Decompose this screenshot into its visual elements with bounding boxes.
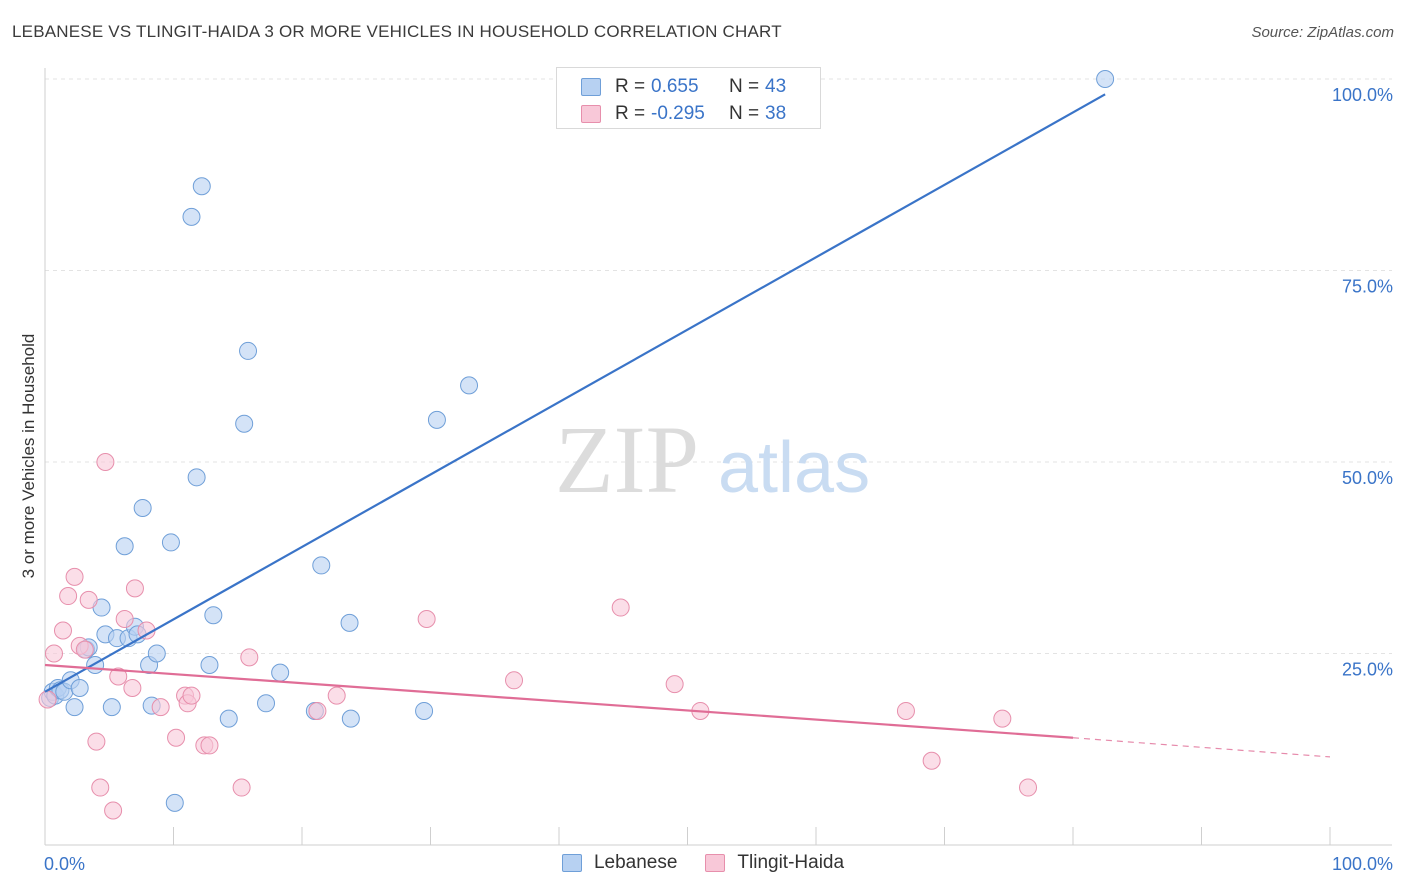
legend-row-lebanese: R = 0.655 N = 43 bbox=[581, 74, 786, 100]
data-point bbox=[165, 793, 184, 812]
data-point bbox=[257, 694, 276, 713]
data-point bbox=[232, 778, 251, 797]
data-point bbox=[611, 598, 630, 617]
data-point bbox=[341, 709, 360, 728]
data-point bbox=[44, 644, 63, 663]
source-label: Source: ZipAtlas.com bbox=[1251, 24, 1394, 41]
data-point bbox=[79, 590, 98, 609]
data-point bbox=[75, 640, 94, 659]
data-point bbox=[415, 701, 434, 720]
legend-r-value: -0.295 bbox=[651, 103, 705, 124]
series-legend: Lebanese Tlingit-Haida bbox=[0, 852, 1406, 874]
data-point bbox=[1019, 778, 1038, 797]
data-point bbox=[65, 698, 84, 717]
data-point bbox=[187, 468, 206, 487]
data-point bbox=[133, 498, 152, 517]
data-point bbox=[167, 728, 186, 747]
data-point bbox=[308, 701, 327, 720]
watermark-atlas: atlas bbox=[718, 428, 870, 508]
data-point bbox=[161, 533, 180, 552]
data-point bbox=[922, 751, 941, 770]
data-point bbox=[240, 648, 259, 667]
data-point bbox=[271, 663, 290, 682]
data-point bbox=[896, 701, 915, 720]
data-point bbox=[38, 690, 57, 709]
data-point bbox=[151, 698, 170, 717]
data-point bbox=[505, 671, 524, 690]
series-lebanese bbox=[41, 70, 1115, 812]
legend-n-value: 43 bbox=[765, 76, 787, 97]
data-point bbox=[312, 556, 331, 575]
data-point bbox=[200, 655, 219, 674]
data-point bbox=[109, 667, 128, 686]
chart-title: LEBANESE VS TLINGIT-HAIDA 3 OR MORE VEHI… bbox=[12, 22, 782, 41]
data-point bbox=[65, 567, 84, 586]
trend-lines bbox=[44, 93, 1331, 758]
data-point bbox=[460, 376, 479, 395]
legend-n-value: 38 bbox=[765, 103, 787, 124]
y-axis-label: 3 or more Vehicles in Household bbox=[19, 334, 38, 579]
legend-swatch-lebanese bbox=[581, 78, 601, 96]
series-tlingit-haida bbox=[38, 453, 1038, 820]
data-point bbox=[123, 678, 142, 697]
data-point bbox=[87, 732, 106, 751]
data-point bbox=[91, 778, 110, 797]
legend-r-label: R = bbox=[615, 76, 646, 97]
data-point bbox=[70, 678, 89, 697]
series-label-tlingit-haida: Tlingit-Haida bbox=[737, 852, 845, 873]
data-point bbox=[115, 610, 134, 629]
series-swatch-tlingit-haida bbox=[705, 854, 726, 872]
x-tick-label: 100.0% bbox=[1332, 854, 1393, 874]
legend-r-label: R = bbox=[615, 103, 646, 124]
data-point bbox=[125, 579, 144, 598]
data-point bbox=[115, 537, 134, 556]
y-tick-label: 75.0% bbox=[1342, 277, 1393, 297]
data-point bbox=[182, 207, 201, 226]
watermark: ZIP atlas bbox=[555, 406, 870, 513]
trend-line bbox=[44, 93, 1106, 693]
legend-n-label: N = bbox=[729, 76, 760, 97]
data-point bbox=[993, 709, 1012, 728]
legend-row-tlingit-haida: R = -0.295 N = 38 bbox=[581, 101, 786, 127]
data-point bbox=[427, 410, 446, 429]
data-point bbox=[340, 613, 359, 632]
legend-r-value: 0.655 bbox=[651, 76, 699, 97]
series-legend-lebanese[interactable]: Lebanese bbox=[561, 852, 678, 874]
data-point bbox=[204, 606, 223, 625]
data-point bbox=[192, 177, 211, 196]
data-point bbox=[1096, 70, 1115, 88]
data-point bbox=[104, 801, 123, 820]
data-point bbox=[239, 341, 258, 360]
trend-line-extension bbox=[1072, 737, 1331, 758]
legend-swatch-tlingit-haida bbox=[581, 105, 601, 123]
y-tick-label: 50.0% bbox=[1342, 468, 1393, 488]
series-legend-tlingit-haida[interactable]: Tlingit-Haida bbox=[705, 852, 844, 874]
y-tick-label: 100.0% bbox=[1332, 85, 1393, 105]
legend-n-label: N = bbox=[729, 103, 760, 124]
series-label-lebanese: Lebanese bbox=[593, 852, 678, 873]
x-tick-label: 0.0% bbox=[44, 854, 85, 874]
tick-labels: 25.0% 50.0% 75.0% 100.0% 0.0% 100.0% bbox=[44, 85, 1393, 874]
data-point bbox=[327, 686, 346, 705]
data-point bbox=[200, 736, 219, 755]
series-swatch-lebanese bbox=[561, 854, 582, 872]
data-point bbox=[53, 621, 72, 640]
correlation-legend: R = 0.655 N = 43 R = -0.295 N = 38 bbox=[556, 67, 821, 129]
data-point bbox=[219, 709, 238, 728]
data-point bbox=[147, 644, 166, 663]
axes bbox=[44, 68, 1392, 846]
data-point bbox=[665, 675, 684, 694]
data-point bbox=[96, 453, 115, 471]
data-point bbox=[235, 414, 254, 433]
watermark-zip: ZIP bbox=[555, 406, 699, 513]
y-tick-label: 25.0% bbox=[1342, 660, 1393, 680]
gridlines bbox=[45, 78, 1392, 654]
trend-line bbox=[44, 663, 1074, 739]
data-point bbox=[59, 587, 78, 606]
data-point bbox=[102, 698, 121, 717]
data-point bbox=[417, 610, 436, 629]
data-point bbox=[182, 686, 201, 705]
